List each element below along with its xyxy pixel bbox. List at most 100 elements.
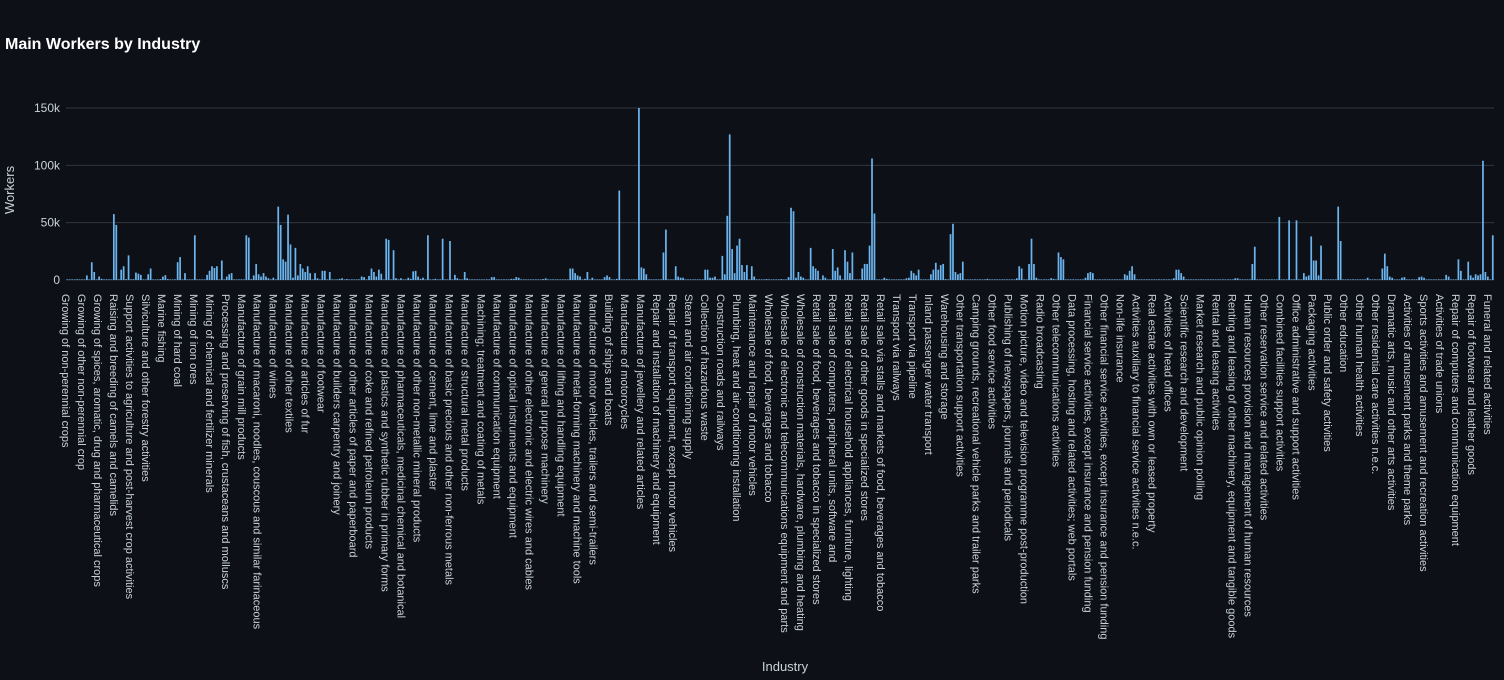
bar <box>1283 279 1286 280</box>
bar <box>1060 257 1062 280</box>
bar <box>723 274 726 280</box>
bar <box>137 273 140 280</box>
x-tick-label: Manufacture of communication equipment <box>490 294 502 499</box>
bar <box>647 279 650 280</box>
bar <box>1168 279 1170 280</box>
bar <box>1437 279 1440 280</box>
y-tick-label: 0 <box>53 273 60 287</box>
bar <box>1354 279 1357 280</box>
x-tick-label: Packaging activities <box>1305 294 1317 391</box>
bar <box>449 241 451 280</box>
bar <box>824 277 827 280</box>
bar <box>1317 275 1320 280</box>
x-tick-label: Growing of non-perennial crops <box>59 294 71 448</box>
bar <box>1386 266 1389 280</box>
bar <box>377 269 380 280</box>
bar <box>652 279 655 280</box>
bar <box>404 279 407 280</box>
bar <box>957 274 959 280</box>
bar <box>547 279 549 280</box>
bar <box>1128 270 1131 280</box>
bar <box>208 270 211 280</box>
bar <box>1101 279 1104 280</box>
bar <box>1312 260 1315 280</box>
bar <box>238 279 240 280</box>
bar <box>1327 279 1330 280</box>
bar <box>306 266 309 280</box>
bar <box>466 278 469 280</box>
bar <box>1253 246 1256 280</box>
bar <box>579 276 581 280</box>
bar <box>409 278 412 280</box>
x-tick-label: Manufacture of grain mill products <box>235 294 247 460</box>
bar <box>1334 279 1337 280</box>
bar <box>1040 279 1043 280</box>
bar <box>171 279 174 280</box>
bar <box>1445 274 1448 280</box>
bar <box>233 279 235 280</box>
bar <box>667 279 670 280</box>
bar <box>95 279 98 280</box>
bar <box>787 277 790 280</box>
bar <box>934 262 937 280</box>
bar <box>1406 279 1408 280</box>
bar <box>552 279 554 280</box>
bar <box>1337 206 1340 280</box>
bar <box>400 278 402 280</box>
bar <box>1042 279 1045 280</box>
bar <box>314 273 316 280</box>
bar <box>1150 279 1153 280</box>
bar <box>922 279 925 280</box>
bar <box>1388 276 1391 280</box>
bar <box>645 274 648 280</box>
bar <box>174 279 177 280</box>
bar <box>736 245 738 280</box>
bar <box>942 263 945 280</box>
bar <box>1440 279 1443 280</box>
bar <box>446 279 449 280</box>
bar <box>1410 279 1413 280</box>
bar <box>343 279 346 280</box>
bar <box>898 279 900 280</box>
bar <box>203 279 206 280</box>
bar <box>1491 235 1494 280</box>
bar <box>569 268 572 280</box>
bar <box>211 266 213 280</box>
bar <box>861 268 864 280</box>
bar <box>387 239 390 280</box>
bar <box>510 278 513 280</box>
bar <box>925 279 927 280</box>
bar <box>444 279 446 280</box>
bar <box>750 266 753 280</box>
bar <box>1241 279 1244 280</box>
bar <box>535 279 537 280</box>
bar <box>557 279 559 280</box>
bar <box>1067 279 1070 280</box>
x-tick-label: Funeral and related activities <box>1481 294 1493 435</box>
x-tick-label: Manufacture of cement, lime and plaster <box>426 294 438 491</box>
x-tick-label: Activities of trade unions <box>1433 294 1445 414</box>
bar <box>1300 279 1303 280</box>
bar <box>1285 279 1288 280</box>
bar <box>1111 279 1114 280</box>
bar <box>544 278 547 280</box>
bar <box>527 279 530 280</box>
bar <box>103 279 105 280</box>
bar <box>1398 279 1401 280</box>
bar <box>863 263 866 280</box>
bar <box>903 279 905 280</box>
bar <box>554 279 557 280</box>
x-tick-label: Manufacture of footwear <box>315 294 327 413</box>
bar <box>655 279 657 280</box>
bar <box>176 262 179 280</box>
x-tick-label: Market research and public opinion polli… <box>1193 294 1205 500</box>
bar <box>321 270 324 280</box>
bar <box>392 250 395 280</box>
bar <box>598 279 601 280</box>
bar <box>382 279 385 280</box>
bar <box>1251 263 1254 280</box>
bar <box>355 279 358 280</box>
bar <box>1376 279 1379 280</box>
x-tick-label: Manufacture of lifting and handling equi… <box>554 294 566 517</box>
x-tick-label: Mining of chemical and fertilizer minera… <box>203 294 215 493</box>
